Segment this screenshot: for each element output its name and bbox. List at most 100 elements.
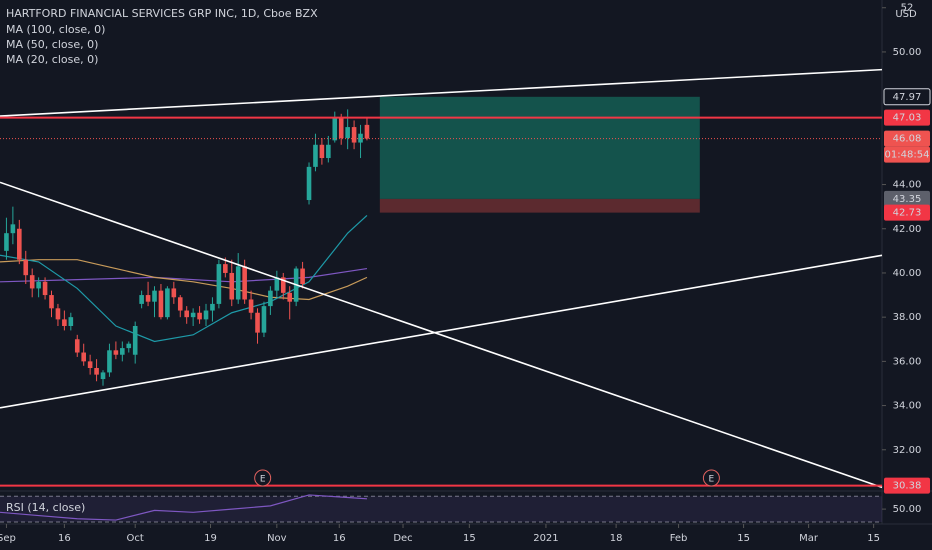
earnings-label: E — [260, 475, 266, 485]
candle-body — [126, 343, 132, 349]
candle-body — [113, 350, 119, 355]
target-label: 47.97 — [893, 92, 922, 103]
candle-body — [326, 144, 331, 159]
y-tick-label: 34.00 — [893, 401, 922, 412]
trend-line — [0, 68, 883, 117]
candle-body — [332, 118, 338, 141]
candle-body — [10, 224, 16, 234]
candle-body — [223, 264, 228, 273]
candle-body — [319, 144, 325, 159]
candle-body — [197, 312, 202, 320]
chart-title: HARTFORD FINANCIAL SERVICES GRP INC, 1D,… — [6, 7, 318, 20]
candle-body — [242, 266, 247, 300]
stop-label-box — [884, 204, 930, 221]
candle-body — [42, 281, 48, 296]
candle-body — [300, 268, 305, 285]
candle-body — [313, 144, 318, 167]
candle-body — [132, 326, 138, 355]
candle-body — [165, 288, 170, 318]
currency: USD — [895, 9, 917, 20]
y-tick-label: 44.00 — [893, 180, 922, 191]
candle-body — [158, 290, 164, 318]
candle-body — [49, 295, 54, 309]
last-price-label: 46.08 — [893, 134, 922, 145]
x-tick-label: Oct — [127, 533, 144, 544]
y-tick-label: 32.00 — [893, 445, 922, 456]
x-tick-label: Nov — [267, 533, 287, 544]
target-zone — [379, 96, 700, 199]
rsi-line — [0, 494, 368, 521]
countdown-box — [884, 146, 930, 163]
horizontal-line-label-box — [884, 477, 930, 494]
x-tick-label: 15 — [737, 533, 750, 544]
candle-body — [4, 233, 9, 251]
candle-body — [68, 317, 74, 327]
candle-body — [100, 372, 106, 380]
candle-body — [94, 367, 99, 375]
candle-body — [23, 259, 29, 276]
x-tick-label: Sep — [0, 533, 16, 544]
indicator-label: MA (100, close, 0) — [6, 23, 105, 36]
candle-body — [235, 266, 241, 300]
candle-body — [255, 312, 260, 333]
moving-average — [0, 215, 368, 343]
y-tick-label: 40.00 — [893, 268, 922, 279]
candle-body — [306, 166, 312, 201]
candle-body — [87, 361, 93, 368]
candle-body — [17, 228, 22, 260]
candle-body — [216, 264, 222, 304]
candle-body — [190, 312, 196, 318]
candle-body — [248, 299, 254, 313]
earnings-label: E — [709, 475, 715, 485]
candle-body — [287, 292, 293, 302]
candle-body — [62, 319, 67, 327]
x-tick-label: Dec — [393, 533, 412, 544]
rsi-label: RSI (14, close) — [6, 501, 85, 514]
y-tick-label: 38.00 — [893, 312, 922, 323]
candle-body — [152, 290, 157, 302]
y-tick-label: 42.00 — [893, 224, 922, 235]
y-tick-label: 52 — [901, 3, 914, 14]
horizontal-line-label-box — [884, 109, 930, 126]
candle-body — [171, 288, 177, 298]
x-tick-label: 16 — [333, 533, 346, 544]
earnings-marker — [254, 469, 272, 487]
candle-body — [229, 272, 235, 300]
candle-body — [261, 306, 267, 333]
candle-body — [81, 352, 86, 362]
candle-body — [139, 295, 144, 304]
candle-body — [210, 303, 215, 311]
candle-body — [364, 124, 370, 139]
rsi-band-fill — [0, 496, 882, 522]
earnings-marker — [702, 469, 720, 487]
entry-label-box — [884, 190, 930, 207]
target-label-box — [883, 88, 931, 106]
y-tick-label: 36.00 — [893, 356, 922, 367]
candle-body — [177, 297, 183, 311]
candle-body — [203, 310, 209, 320]
candle-body — [351, 127, 357, 143]
x-tick-label: Mar — [799, 533, 819, 544]
x-tick-label: Feb — [670, 533, 688, 544]
indicator-label: MA (50, close, 0) — [6, 38, 98, 51]
candle-body — [74, 339, 80, 353]
candle-body — [268, 290, 273, 307]
y-tick-label: 50.00 — [893, 47, 922, 58]
candle-body — [184, 310, 190, 318]
candle-body — [145, 295, 151, 302]
x-tick-label: 18 — [610, 533, 623, 544]
x-tick-label: 15 — [463, 533, 476, 544]
x-tick-label: 16 — [58, 533, 71, 544]
x-tick-label: 15 — [867, 533, 880, 544]
candle-body — [274, 277, 280, 291]
stop-zone — [379, 198, 700, 213]
candle-body — [120, 348, 125, 355]
horizontal-line-label: 30.38 — [893, 481, 922, 492]
x-tick-label: 19 — [204, 533, 217, 544]
candle-body — [107, 350, 112, 373]
candle-body — [55, 308, 61, 320]
stop-label: 42.73 — [893, 208, 922, 219]
